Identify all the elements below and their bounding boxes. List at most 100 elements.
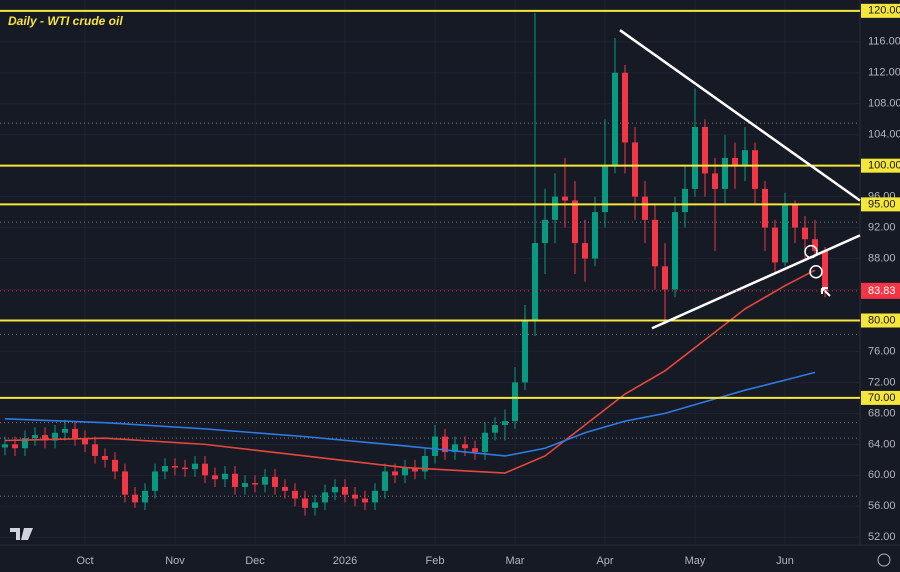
candle-body: [152, 471, 158, 491]
candle-body: [402, 467, 408, 476]
candle-body: [382, 471, 388, 491]
trendline: [651, 234, 861, 330]
moving-average: [4, 371, 816, 457]
candle-body: [262, 476, 268, 485]
candle-body: [732, 157, 738, 166]
last-price-tag: [861, 282, 900, 299]
candle-body: [482, 432, 488, 453]
candle-body: [502, 421, 508, 426]
candle-body: [332, 486, 338, 493]
candle-body: [742, 150, 748, 166]
level-tag: [861, 3, 900, 18]
candle-body: [22, 438, 28, 449]
candle-body: [622, 72, 628, 143]
candle-body: [722, 157, 728, 189]
candle-body: [782, 204, 788, 263]
candle-body: [232, 473, 238, 487]
candle-body: [122, 471, 128, 495]
level-tag: [861, 313, 900, 328]
candle-body: [172, 466, 178, 468]
candle-body: [212, 475, 218, 480]
candle-body: [2, 444, 8, 448]
candle-body: [52, 432, 58, 441]
candle-body: [452, 444, 458, 453]
candle-body: [692, 126, 698, 189]
settings-icon[interactable]: [877, 553, 891, 567]
level-label: 80.00: [868, 314, 896, 326]
candle-body: [762, 188, 768, 228]
x-tick-label: Feb: [426, 555, 445, 567]
tv-logo: [10, 528, 33, 540]
candle-body: [112, 459, 118, 472]
candle-body: [252, 483, 258, 485]
candle-body: [292, 490, 298, 499]
candle-body: [352, 494, 358, 499]
candle-body: [602, 165, 608, 213]
candle-body: [562, 196, 568, 201]
chart-title: Daily - WTI crude oil: [8, 14, 123, 28]
candle-body: [462, 444, 468, 449]
candle-body: [62, 428, 68, 433]
candle-body: [582, 243, 588, 259]
candle-body: [642, 196, 648, 220]
x-tick-label: Oct: [76, 555, 93, 567]
candle-body: [422, 455, 428, 472]
arrow: [821, 287, 831, 297]
candle-body: [392, 471, 398, 476]
y-tick-label: 116.00: [868, 36, 900, 48]
y-tick-label: 72.00: [868, 376, 896, 388]
candle-body: [822, 250, 828, 291]
level-label: 70.00: [868, 392, 896, 404]
candle-body: [132, 494, 138, 503]
candle-body: [812, 239, 818, 251]
level-tag: [861, 197, 900, 212]
candle-body: [512, 382, 518, 422]
candle-body: [662, 266, 668, 290]
candle-body: [322, 492, 328, 503]
candle-body: [42, 435, 48, 441]
y-tick-label: 56.00: [868, 500, 896, 512]
level-label: 95.00: [868, 198, 896, 210]
candle-body: [632, 142, 638, 197]
candle-body: [672, 212, 678, 290]
y-tick-label: 64.00: [868, 438, 896, 450]
candle-body: [522, 320, 528, 383]
trendline: [619, 29, 861, 202]
y-tick-label: 92.00: [868, 222, 896, 234]
candle-body: [312, 502, 318, 508]
candle-body: [532, 243, 538, 321]
x-tick-label: Apr: [596, 555, 613, 567]
candle-body: [682, 188, 688, 213]
candle-body: [92, 444, 98, 456]
y-tick-label: 60.00: [868, 469, 896, 481]
level-tag: [861, 390, 900, 405]
candle-body: [492, 425, 498, 433]
candle-body: [652, 219, 658, 267]
candle-body: [192, 463, 198, 470]
y-tick-label: 104.00: [868, 129, 900, 141]
y-tick-label: 68.00: [868, 407, 896, 419]
candle-body: [702, 126, 708, 174]
candle-body: [82, 438, 88, 445]
candle-body: [412, 467, 418, 472]
candle-body: [222, 473, 228, 480]
candle-body: [32, 435, 38, 439]
candle-body: [202, 463, 208, 476]
candle-body: [102, 455, 108, 460]
candle-body: [752, 150, 758, 189]
y-tick-label: 76.00: [868, 345, 896, 357]
level-label: 120.00: [868, 5, 900, 17]
candle-body: [182, 467, 188, 470]
candle-body: [272, 476, 278, 487]
highlight-circle: [809, 264, 823, 279]
candle-body: [572, 200, 578, 244]
y-tick-label: 112.00: [868, 67, 900, 79]
candle-body: [372, 490, 378, 503]
candle-body: [302, 498, 308, 508]
candle-body: [472, 448, 478, 453]
x-tick-label: Nov: [165, 555, 185, 567]
candle-body: [12, 444, 18, 449]
candle-body: [362, 498, 368, 503]
